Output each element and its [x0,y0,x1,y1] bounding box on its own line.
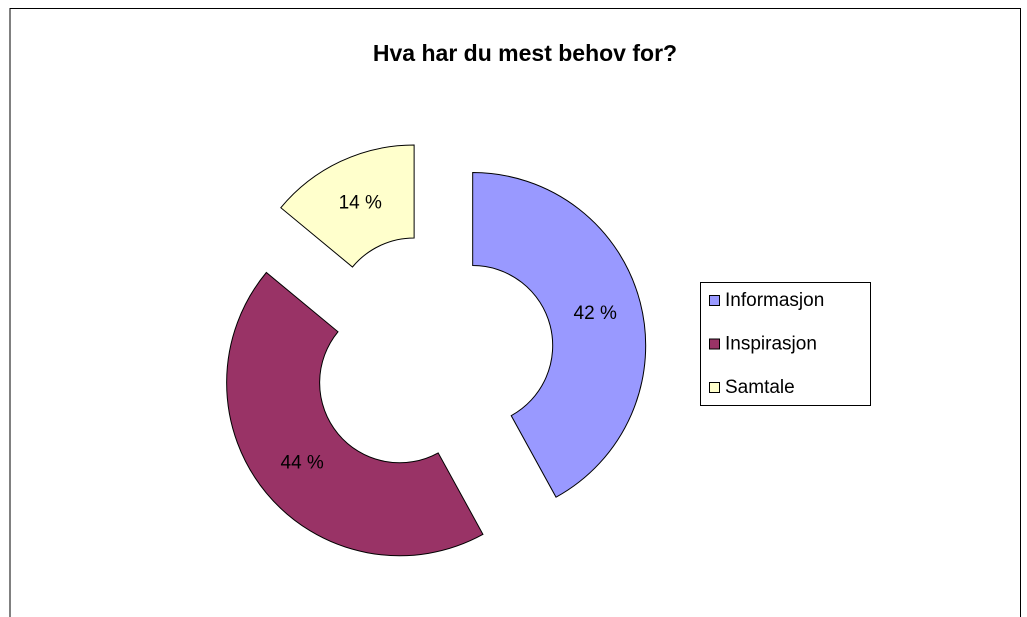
data-label: 14 % [339,193,382,214]
legend-swatch [709,338,720,350]
data-label: 42 % [574,303,617,324]
legend-label: Samtale [725,377,795,398]
donut-segment [472,172,647,498]
donut-segment [280,144,415,268]
donut-segment [226,271,484,557]
legend-label: Inspirasjon [725,334,817,355]
legend-label: Informasjon [725,290,824,311]
legend-swatch [709,382,720,393]
chart-border [9,8,1021,617]
data-label: 44 % [281,452,324,473]
legend-swatch [709,295,720,306]
legend-box [700,282,871,406]
chart-title: Hva har du mest behov for? [373,40,677,66]
